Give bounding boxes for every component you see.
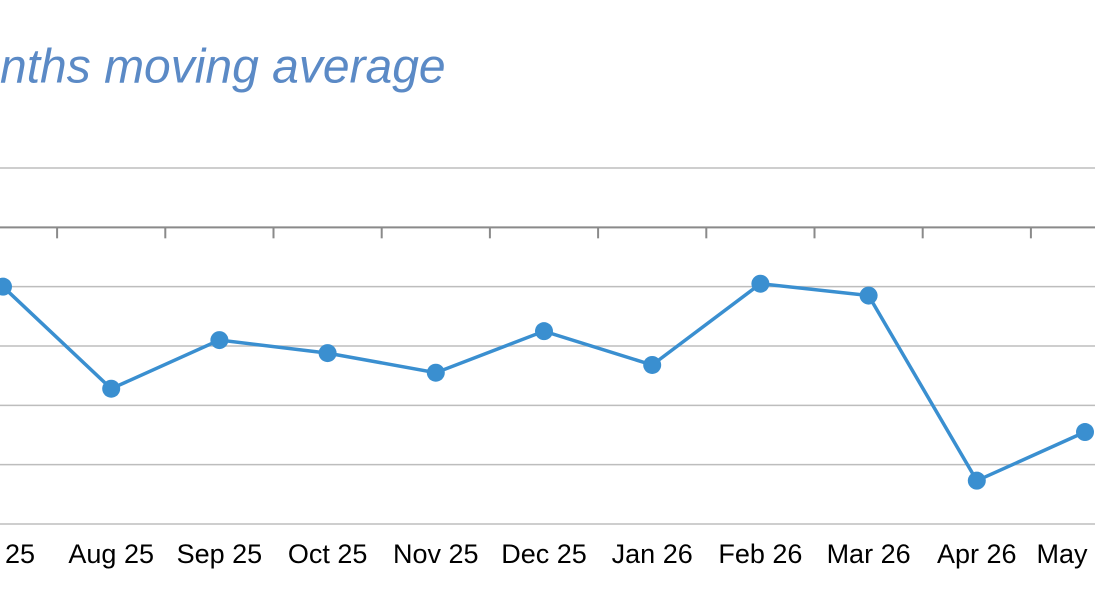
data-point — [0, 277, 12, 296]
data-point — [751, 274, 770, 293]
x-tick-label: Feb 26 — [718, 539, 802, 569]
data-point — [102, 379, 121, 398]
x-tick-label: Nov 25 — [393, 539, 479, 569]
data-point — [1076, 423, 1094, 442]
x-tick-label: 25 — [5, 539, 35, 569]
x-tick-label: Aug 25 — [68, 539, 154, 569]
x-tick-label: Dec 25 — [501, 539, 587, 569]
series-line — [1, 281, 1086, 483]
x-tick-label: Sep 25 — [177, 539, 263, 569]
data-point — [318, 344, 337, 363]
data-point — [859, 286, 878, 305]
data-point — [643, 355, 662, 374]
data-point — [535, 322, 553, 341]
data-point — [426, 363, 445, 382]
x-tick-label: Jan 26 — [612, 539, 693, 569]
data-point — [967, 471, 986, 490]
x-tick-label: Mar 26 — [827, 539, 911, 569]
x-tick-label: Apr 26 — [937, 539, 1017, 569]
data-point — [210, 331, 229, 350]
x-tick-label: Oct 25 — [288, 539, 368, 569]
x-tick-label: May — [1036, 539, 1088, 569]
chart-title: nths moving average — [0, 41, 446, 94]
